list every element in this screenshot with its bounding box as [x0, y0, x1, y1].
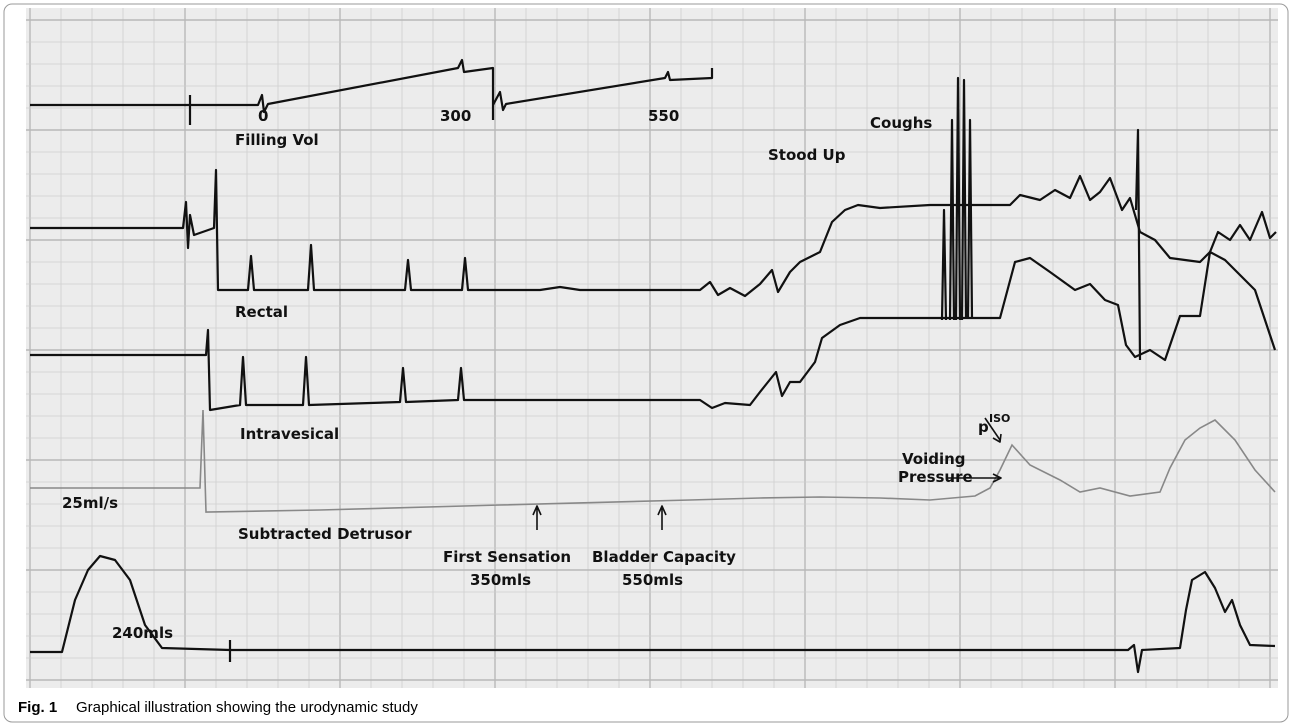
annotation: 300 [440, 107, 471, 125]
annotation: Voiding [902, 450, 966, 468]
annotation-superscript: ISO [989, 412, 1010, 425]
annotation: 550mls [622, 571, 683, 589]
annotation: Pressure [898, 468, 973, 486]
caption-text: Graphical illustration showing the urody… [76, 699, 418, 716]
annotation: Bladder Capacity [592, 548, 736, 566]
annotation: Stood Up [768, 146, 846, 164]
annotation: First Sensation [443, 548, 571, 566]
figure: 0 300 550 Filling Vol Coughs Stood Up Re… [0, 0, 1293, 726]
annotation: Coughs [870, 114, 932, 132]
annotation: 550 [648, 107, 679, 125]
annotation: Filling Vol [235, 131, 319, 149]
annotation: 350mls [470, 571, 531, 589]
annotation: Rectal [235, 303, 288, 321]
caption-label: Fig. 1 [18, 699, 57, 716]
page: 0 300 550 Filling Vol Coughs Stood Up Re… [0, 0, 1293, 726]
annotation: Subtracted Detrusor [238, 525, 412, 543]
annotation: Intravesical [240, 425, 339, 443]
annotation: 240mls [112, 624, 173, 642]
annotation: p [978, 418, 989, 436]
annotation: 0 [258, 107, 268, 125]
annotation: 25ml/s [62, 494, 118, 512]
